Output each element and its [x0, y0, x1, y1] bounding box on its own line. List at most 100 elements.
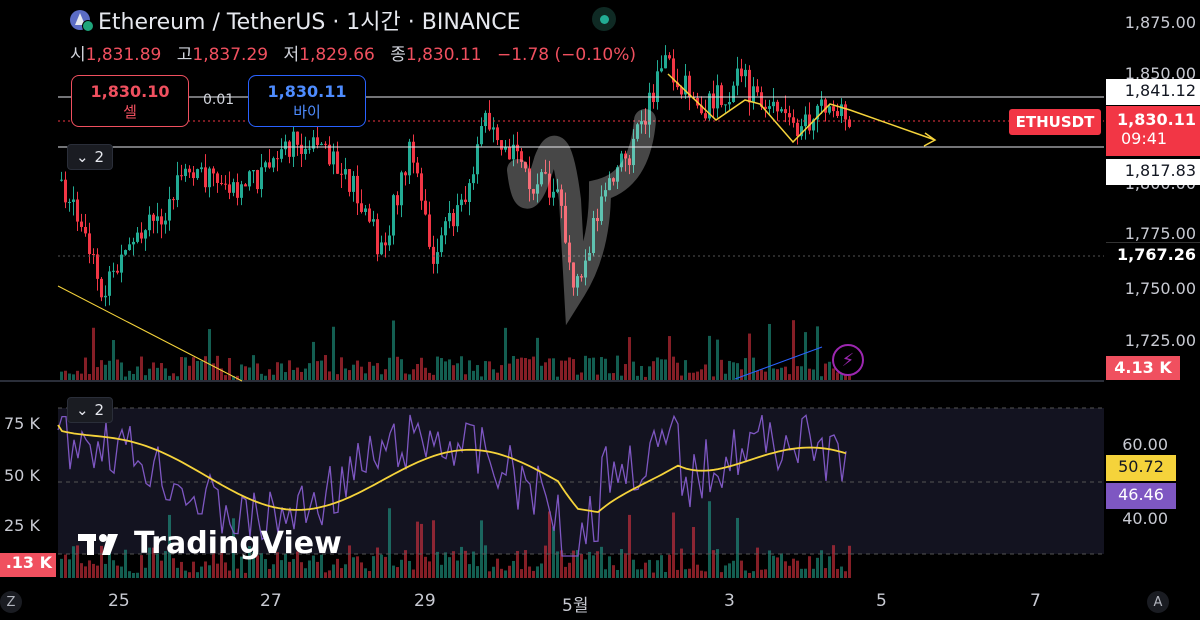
candle-body [748, 69, 751, 103]
volume-bar [364, 373, 367, 381]
candle-body [76, 199, 79, 222]
volume-bar [568, 357, 571, 381]
indicator-volume-bar [68, 559, 71, 578]
volume-bar [452, 365, 455, 381]
candle-body [432, 246, 435, 264]
candle-body [792, 117, 795, 123]
volume-bar [304, 368, 307, 381]
indicator-volume-bar [312, 555, 315, 578]
indicator-pane-collapse-button[interactable]: ⌄ 2 [67, 397, 113, 423]
indicator-left-tick: 75 K [4, 414, 40, 433]
candle-body [192, 172, 195, 179]
volume-trend-line [734, 346, 823, 380]
candle-body [768, 106, 771, 109]
low-value: 1,829.66 [299, 45, 375, 65]
volume-bar [356, 360, 359, 381]
sell-button[interactable]: 1,830.10 셀 [71, 75, 189, 127]
candle-body [92, 254, 95, 256]
indicator-volume-bar [100, 545, 103, 578]
candle-body [448, 213, 451, 222]
indicator-volume-bar [748, 572, 751, 578]
indicator-volume-bar [768, 550, 771, 578]
candle-body [568, 242, 571, 263]
volume-bar [660, 359, 663, 381]
volume-bar [540, 365, 543, 381]
ethereum-coin-icon [70, 10, 94, 32]
indicator-volume-bar [836, 568, 839, 578]
volume-bar [400, 359, 403, 381]
volume-bar [508, 363, 511, 381]
candle-body [112, 270, 115, 272]
indicator-volume-bar [528, 566, 531, 578]
candle-body [556, 189, 559, 192]
volume-bar [404, 373, 407, 381]
candle-body [536, 184, 539, 194]
candle-body [564, 205, 567, 243]
volume-bar [504, 327, 507, 381]
volume-bar [120, 362, 123, 381]
candle-body [444, 221, 447, 236]
candle-body [104, 295, 107, 298]
change-value: −1.78 (−0.10%) [497, 45, 637, 65]
volume-bar [576, 374, 579, 381]
indicator-volume-bar [736, 517, 739, 578]
lightning-icon[interactable]: ⚡ [832, 344, 864, 376]
symbol-header[interactable]: Ethereum / TetherUS · 1시간 · BINANCE [70, 4, 521, 36]
volume-bar [72, 374, 75, 381]
volume-bar [108, 360, 111, 381]
rsi-value-label: 46.46 [1106, 483, 1176, 509]
indicator-volume-bar [784, 561, 787, 578]
candle-body [764, 106, 767, 109]
indicator-volume-bar [576, 550, 579, 578]
volume-bar [728, 360, 731, 381]
indicator-volume-bar [400, 559, 403, 578]
volume-bar [68, 373, 71, 381]
indicator-volume-bar [392, 565, 395, 578]
candle-body [64, 179, 67, 203]
candle-body [604, 190, 607, 197]
buy-button[interactable]: 1,830.11 바이 [248, 75, 366, 127]
indicator-volume-bar [296, 551, 299, 578]
candle-body [236, 182, 239, 198]
candle-body [784, 109, 787, 114]
indicator-volume-bar [284, 553, 287, 578]
time-label: 29 [414, 591, 436, 611]
indicator-volume-bar [724, 565, 727, 578]
candle-body [328, 144, 331, 165]
market-status-icon[interactable] [592, 7, 616, 31]
tradingview-logo[interactable]: TradingView [78, 526, 342, 561]
price-tick: 1,750.00 [1124, 279, 1196, 298]
price-tick: 1,850.00 [1124, 64, 1196, 83]
indicator-volume-bar [792, 558, 795, 578]
auto-scale-button[interactable]: A [1147, 591, 1169, 613]
indicator-volume-bar [716, 549, 719, 578]
volume-bar [596, 374, 599, 381]
indicator-volume-bar [624, 553, 627, 578]
zoom-toggle-button[interactable]: Z [0, 591, 22, 613]
candle-body [840, 104, 843, 116]
chevron-down-icon: ⌄ [75, 401, 89, 419]
volume-bar [168, 375, 171, 381]
indicator-volume-bar [176, 567, 179, 578]
volume-bar [380, 374, 383, 381]
candle-body [420, 173, 423, 201]
indicator-volume-bar [88, 560, 91, 578]
indicator-volume-bar [744, 570, 747, 578]
volume-bar [848, 375, 851, 381]
open-value: 1,831.89 [85, 45, 162, 65]
rsi-line [57, 414, 847, 557]
indicator-volume-bar [152, 547, 155, 578]
candle-body [600, 196, 603, 222]
volume-bar [328, 371, 331, 381]
indicator-volume-bar [440, 564, 443, 578]
indicator-volume-bar [108, 546, 111, 578]
indicator-volume-bar [368, 571, 371, 578]
volume-bar [476, 365, 479, 381]
indicator-volume-bar [308, 560, 311, 578]
volume-bar [160, 363, 163, 381]
volume-bar [412, 369, 415, 381]
candle-body [820, 99, 823, 106]
volume-bar [340, 357, 343, 381]
main-pane-collapse-button[interactable]: ⌄ 2 [67, 144, 113, 170]
